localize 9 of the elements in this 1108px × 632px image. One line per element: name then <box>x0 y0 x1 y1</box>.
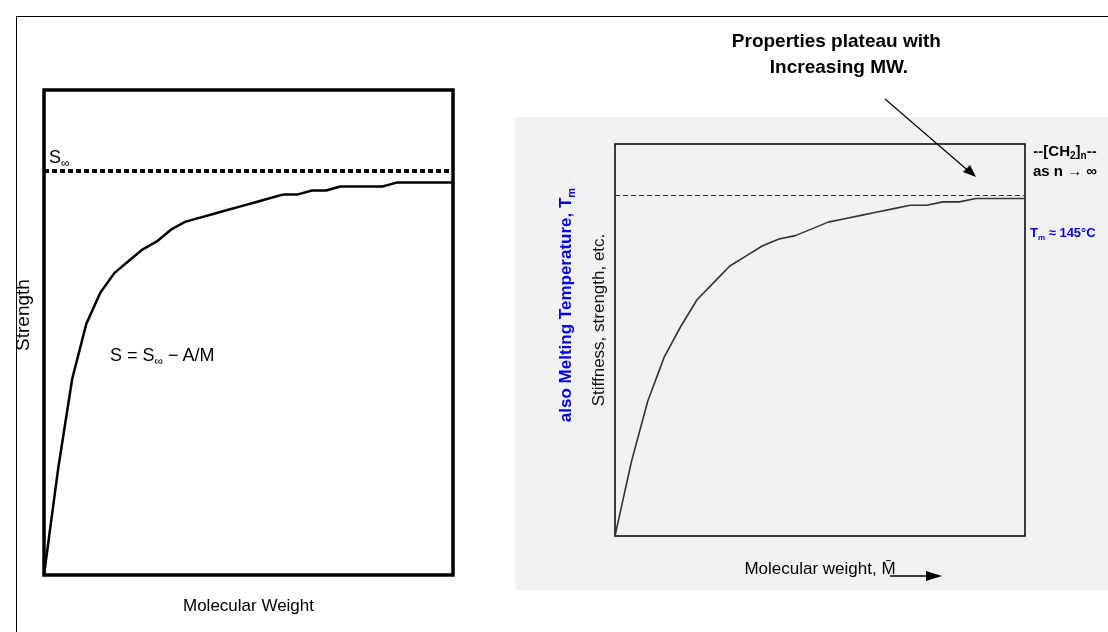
y-axis-title: Strength <box>11 279 33 351</box>
ref-line-label: S∞ <box>49 146 70 170</box>
y-axis-title: Stiffness, strength, etc. <box>588 233 608 407</box>
chart-title: Properties plateau with Increasing MW. <box>731 29 947 77</box>
text: also Melting Temperature, Tm <box>555 187 577 423</box>
annotation: S = S∞ − A/M <box>110 345 215 368</box>
x-axis-title: Molecular Weight <box>182 596 315 615</box>
x-axis-title: Molecular weight, M̄ <box>744 559 896 578</box>
text: as n → ∞ <box>1032 161 1098 179</box>
